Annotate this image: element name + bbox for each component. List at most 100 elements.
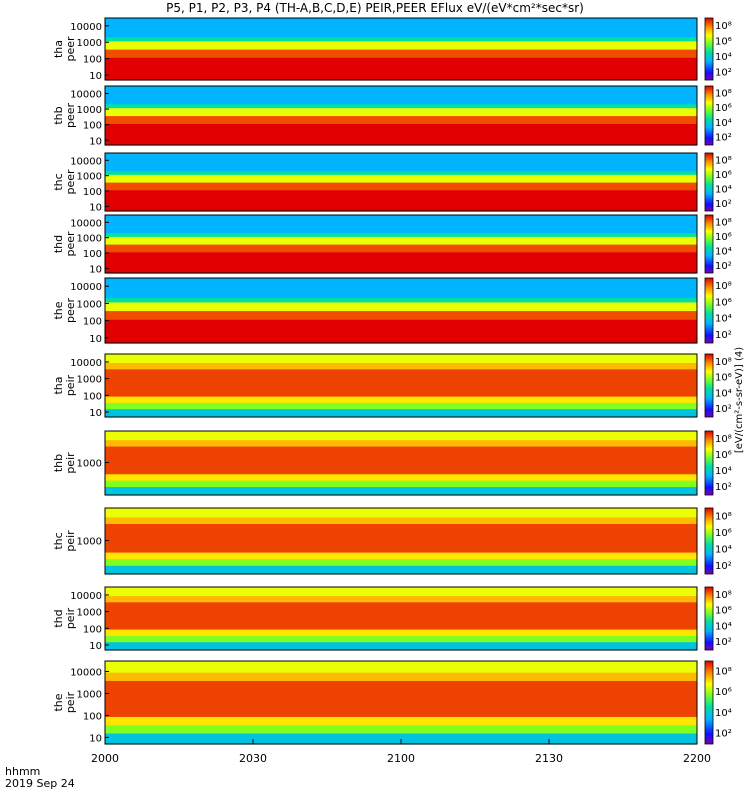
y-axis-label-instrument: peir: [64, 607, 77, 629]
spectrogram-band: [105, 400, 697, 403]
y-tick-label: 100: [83, 317, 102, 328]
spectrogram-band: [105, 297, 697, 301]
spectrogram-band: [105, 101, 697, 105]
spectrogram-band: [105, 608, 697, 611]
spectrogram-band: [105, 563, 697, 566]
spectrogram-band: [105, 396, 697, 399]
time-axis-hhmm-label: hhmm: [5, 765, 40, 778]
spectrogram-band: [105, 310, 697, 314]
colorbar-tick-label: 10⁸: [715, 357, 732, 368]
spectrogram-band: [105, 631, 697, 634]
spectrogram-band: [105, 624, 697, 628]
y-axis-label-instrument: peir: [64, 452, 77, 474]
spectrogram-band: [105, 30, 697, 34]
spectrogram-band: [105, 133, 697, 136]
y-axis-label-instrument: peer: [64, 231, 77, 257]
spectrogram-band: [105, 55, 697, 58]
spectrogram-band: [105, 716, 697, 720]
spectrogram-band: [105, 205, 697, 208]
y-axis-label-probe: thb: [52, 454, 65, 472]
y-tick-label: 1000: [77, 536, 102, 547]
spectrogram-band: [105, 51, 697, 54]
y-tick-label: 1000: [77, 38, 102, 49]
spectrogram-band: [105, 661, 697, 665]
colorbar-tick-label: 10⁶: [715, 232, 732, 243]
colorbar-tick-label: 10⁴: [715, 52, 732, 63]
spectrogram-band: [105, 527, 697, 531]
spectrogram-band: [105, 158, 697, 162]
spectrogram-band: [105, 669, 697, 673]
spectrogram-band: [105, 521, 697, 524]
spectrogram-band: [105, 354, 697, 357]
colorbar-tick-label: 10⁶: [715, 170, 732, 181]
y-tick-label: 10000: [70, 156, 102, 167]
colorbar-tick-label: 10⁶: [715, 36, 732, 47]
spectrogram-band: [105, 251, 697, 255]
spectrogram-band: [105, 257, 697, 261]
spectrogram-band: [105, 702, 697, 706]
spectrogram-band: [105, 730, 697, 734]
y-axis-label-probe: thc: [52, 173, 65, 190]
spectrogram-band: [105, 358, 697, 361]
spectrogram-band: [105, 168, 697, 171]
y-tick-label: 10000: [70, 22, 102, 33]
panel-thbPeer: 10000 1000 100 10 thb peer 10² 10⁴ 10⁶ 10⁸: [52, 85, 732, 147]
spectrogram-band: [105, 477, 697, 481]
spectrogram-band: [105, 207, 697, 210]
spectrogram-band: [105, 334, 697, 338]
spectrogram-band: [105, 454, 697, 458]
spectrogram-band: [105, 259, 697, 262]
y-tick-label: 1000: [77, 608, 102, 619]
spectrogram-band: [105, 389, 697, 393]
spectrogram-band: [105, 641, 697, 645]
spectrogram-band: [105, 637, 697, 641]
spectrogram-band: [105, 643, 697, 647]
spectrogram-band: [105, 191, 697, 195]
spectrogram-band: [105, 119, 697, 122]
y-tick-label: 100: [83, 121, 102, 132]
y-axis-label-instrument: peir: [64, 691, 77, 713]
spectrogram-band: [105, 694, 697, 698]
spectrogram-band: [105, 441, 697, 445]
spectrogram-band: [105, 414, 697, 418]
spectrogram-band: [105, 356, 697, 359]
spectrogram-band: [105, 567, 697, 571]
spectrogram-band: [105, 672, 697, 676]
spectrogram-band: [105, 512, 697, 516]
spectrogram-band: [105, 174, 697, 177]
spectrogram-band: [105, 340, 697, 344]
x-tick-label: 2000: [91, 752, 119, 765]
spectrogram-band: [105, 622, 697, 626]
spectrogram-band: [105, 475, 697, 479]
spectrogram-band: [105, 699, 697, 704]
spectrogram-band: [105, 44, 697, 48]
colorbar-tick-label: 10⁶: [715, 103, 732, 114]
spectrogram-band: [105, 240, 697, 243]
spectrogram-band: [105, 402, 697, 405]
spectrogram-band: [105, 75, 697, 79]
spectrogram-band: [105, 93, 697, 97]
spectrogram-band: [105, 545, 697, 549]
spectrogram-band: [105, 639, 697, 643]
y-axis-label-probe: the: [52, 301, 65, 319]
spectrogram-band: [105, 514, 697, 518]
spectrogram-band: [105, 448, 697, 451]
spectrogram-band: [105, 735, 697, 740]
spectrogram-band: [105, 123, 697, 126]
spectrogram-band: [105, 34, 697, 38]
spectrogram-band: [105, 330, 697, 333]
spectrogram-band: [105, 605, 697, 609]
y-axis-label-instrument: peer: [64, 36, 77, 62]
colorbar-tick-label: 10⁶: [715, 687, 732, 698]
spectrogram-band: [105, 125, 697, 128]
y-tick-label: 1000: [77, 459, 102, 470]
y-tick-label: 10: [89, 733, 102, 744]
spectrogram-band: [105, 280, 697, 283]
x-tick-label: 2130: [535, 752, 563, 765]
colorbar-tick-label: 10²: [715, 637, 732, 648]
colorbar: 10² 10⁴ 10⁶ 10⁸: [704, 507, 732, 575]
spectrogram-band: [105, 410, 697, 414]
y-axis-label-probe: thd: [52, 609, 65, 627]
spectrogram-band: [105, 67, 697, 71]
panel-thdPeer: 10000 1000 100 10 thd peer 10² 10⁴ 10⁶ 10⁸: [52, 214, 732, 275]
